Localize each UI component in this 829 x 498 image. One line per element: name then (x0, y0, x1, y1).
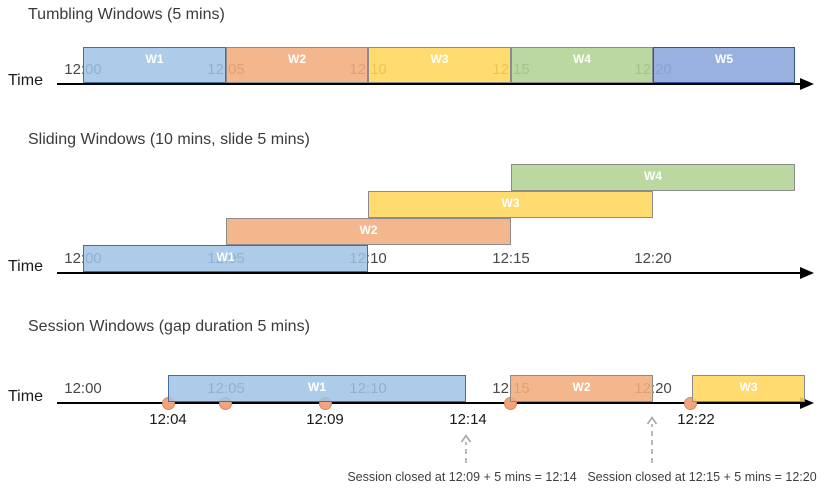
session-close-annotation: Session closed at 12:15 + 5 mins = 12:20 (587, 470, 817, 484)
event-time-label: 12:04 (149, 411, 187, 428)
time-axis (57, 402, 800, 404)
session-windows-title: Session Windows (gap duration 5 mins) (28, 318, 310, 335)
tumbling-windows-title: Tumbling Windows (5 mins) (28, 6, 225, 23)
window-label: W2 (359, 223, 378, 237)
window-w3: W3 (368, 191, 653, 218)
window-w5: W5 (653, 47, 795, 83)
window-label: W3 (430, 52, 449, 66)
event-time-label: 12:09 (306, 411, 344, 428)
window-label: W1 (145, 52, 164, 66)
time-axis (57, 272, 800, 274)
window-w2: W2 (226, 47, 368, 83)
sliding-windows-title: Sliding Windows (10 mins, slide 5 mins) (28, 131, 310, 148)
window-w2: W2 (226, 218, 511, 245)
axis-arrowhead-icon (800, 78, 814, 90)
session-close-arrow-icon (459, 434, 473, 463)
axis-tick-label: 12:00 (64, 380, 102, 397)
window-label: W2 (288, 52, 306, 66)
axis-tick-label: 12:20 (634, 250, 672, 267)
window-label: W3 (739, 380, 758, 394)
window-w3: W3 (692, 375, 805, 402)
window-label: W2 (572, 380, 591, 394)
window-label: W4 (644, 169, 662, 183)
time-axis-label-sliding: Time (8, 258, 43, 275)
window-w1: W1 (83, 47, 226, 83)
window-w1: W1 (168, 375, 466, 402)
axis-arrowhead-icon (800, 267, 814, 279)
window-w2: W2 (510, 375, 653, 402)
window-label: W4 (573, 52, 591, 66)
time-axis-label-tumbling: Time (8, 72, 43, 89)
window-label: W1 (308, 380, 326, 394)
session-close-annotation: Session closed at 12:09 + 5 mins = 12:14 (347, 470, 577, 484)
session-close-arrow-icon (645, 416, 659, 463)
window-label: W5 (715, 52, 733, 66)
window-w1: W1 (83, 245, 368, 272)
window-w4: W4 (511, 164, 795, 191)
window-w4: W4 (511, 47, 653, 83)
time-axis-label-session: Time (8, 388, 43, 405)
window-label: W1 (216, 250, 235, 264)
time-axis (57, 83, 800, 85)
axis-tick-label: 12:15 (492, 250, 530, 267)
window-w3: W3 (368, 47, 511, 83)
event-time-label: 12:14 (449, 411, 487, 428)
window-label: W3 (501, 196, 520, 210)
event-time-label: 12:22 (677, 411, 715, 428)
